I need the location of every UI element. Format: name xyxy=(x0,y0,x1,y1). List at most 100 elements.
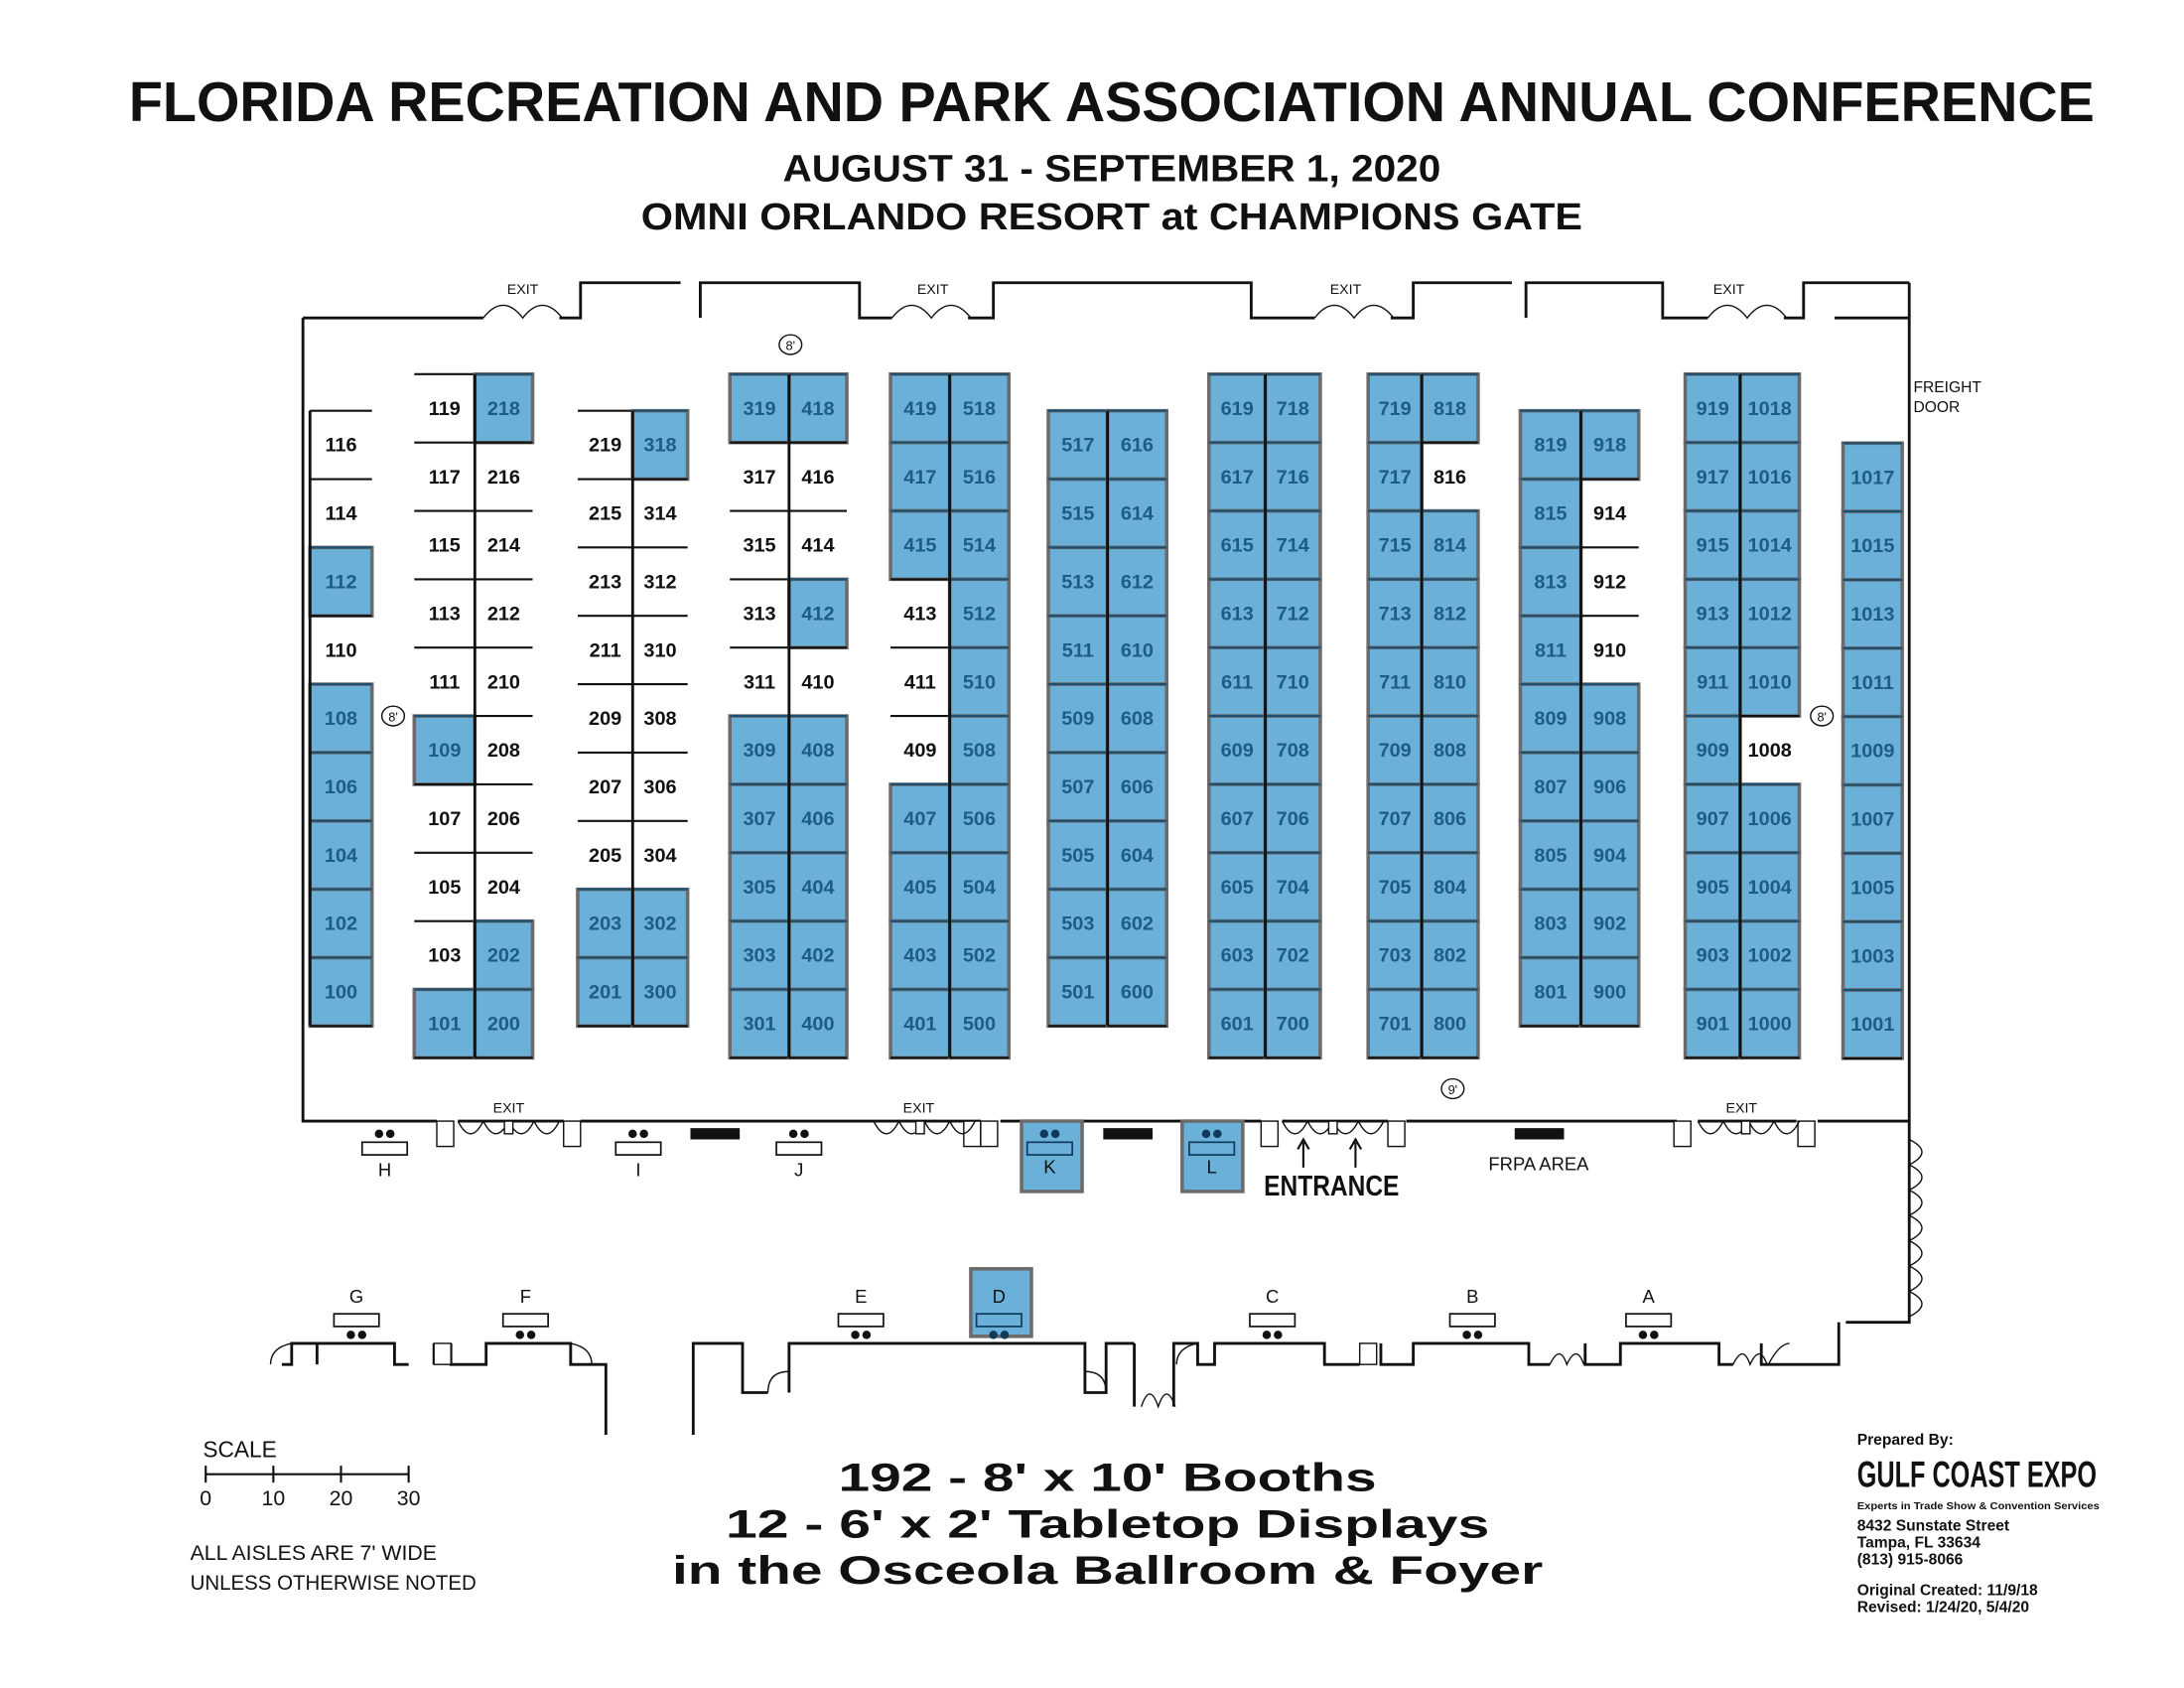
booth-914[interactable]: 914 xyxy=(1580,478,1639,525)
booth-707[interactable]: 707 xyxy=(1366,782,1424,855)
booth-216[interactable]: 216 xyxy=(475,441,533,489)
booth-907[interactable]: 907 xyxy=(1683,782,1742,855)
booth-807[interactable]: 807 xyxy=(1518,751,1583,823)
booth-100[interactable]: 100 xyxy=(308,955,374,1029)
booth-1002[interactable]: 1002 xyxy=(1738,918,1802,992)
booth-105[interactable]: 105 xyxy=(414,851,476,899)
booth-904[interactable]: 904 xyxy=(1578,818,1641,892)
booth-706[interactable]: 706 xyxy=(1263,782,1322,855)
booth-504[interactable]: 504 xyxy=(947,851,1012,923)
booth-908[interactable]: 908 xyxy=(1578,682,1641,755)
tabletop-F[interactable]: F xyxy=(501,1286,549,1339)
booth-318[interactable]: 318 xyxy=(630,408,690,482)
booth-206[interactable]: 206 xyxy=(475,782,533,830)
booth-1004[interactable]: 1004 xyxy=(1738,851,1802,923)
booth-700[interactable]: 700 xyxy=(1263,987,1322,1060)
booth-416[interactable]: 416 xyxy=(788,441,848,489)
booth-503[interactable]: 503 xyxy=(1046,887,1110,960)
booth-606[interactable]: 606 xyxy=(1105,751,1168,823)
tabletop-L[interactable]: L xyxy=(1180,1119,1245,1194)
booth-905[interactable]: 905 xyxy=(1683,851,1742,923)
booth-106[interactable]: 106 xyxy=(308,751,374,823)
booth-701[interactable]: 701 xyxy=(1366,987,1424,1060)
booth-404[interactable]: 404 xyxy=(787,851,849,923)
tabletop-E[interactable]: E xyxy=(837,1286,885,1339)
booth-709[interactable]: 709 xyxy=(1366,714,1424,786)
tabletop-J[interactable]: J xyxy=(775,1129,823,1181)
booth-811[interactable]: 811 xyxy=(1518,614,1583,686)
booth-702[interactable]: 702 xyxy=(1263,918,1322,992)
booth-409[interactable]: 409 xyxy=(890,715,950,762)
booth-717[interactable]: 717 xyxy=(1366,440,1424,513)
booth-612[interactable]: 612 xyxy=(1105,545,1168,618)
booth-311[interactable]: 311 xyxy=(730,646,789,693)
booth-510[interactable]: 510 xyxy=(947,645,1012,718)
booth-405[interactable]: 405 xyxy=(888,851,952,923)
booth-411[interactable]: 411 xyxy=(890,646,950,693)
tabletop-C[interactable]: C xyxy=(1249,1286,1297,1339)
booth-115[interactable]: 115 xyxy=(414,509,476,557)
booth-103[interactable]: 103 xyxy=(414,919,476,967)
booth-603[interactable]: 603 xyxy=(1207,918,1268,992)
booth-515[interactable]: 515 xyxy=(1046,477,1110,550)
booth-317[interactable]: 317 xyxy=(730,441,789,489)
booth-518[interactable]: 518 xyxy=(947,372,1012,445)
booth-1012[interactable]: 1012 xyxy=(1738,577,1802,650)
booth-1005[interactable]: 1005 xyxy=(1841,851,1904,923)
booth-207[interactable]: 207 xyxy=(577,751,633,798)
booth-615[interactable]: 615 xyxy=(1207,508,1268,582)
booth-917[interactable]: 917 xyxy=(1683,440,1742,513)
booth-906[interactable]: 906 xyxy=(1578,751,1641,823)
booth-611[interactable]: 611 xyxy=(1207,645,1268,718)
booth-505[interactable]: 505 xyxy=(1046,818,1110,892)
booth-303[interactable]: 303 xyxy=(728,918,791,992)
booth-213[interactable]: 213 xyxy=(577,546,633,593)
booth-104[interactable]: 104 xyxy=(308,818,374,892)
booth-819[interactable]: 819 xyxy=(1518,408,1583,482)
booth-613[interactable]: 613 xyxy=(1207,577,1268,650)
booth-806[interactable]: 806 xyxy=(1420,782,1480,855)
booth-210[interactable]: 210 xyxy=(475,646,533,693)
booth-801[interactable]: 801 xyxy=(1518,955,1583,1029)
booth-113[interactable]: 113 xyxy=(414,578,476,625)
booth-300[interactable]: 300 xyxy=(630,955,690,1029)
booth-211[interactable]: 211 xyxy=(577,615,633,661)
booth-619[interactable]: 619 xyxy=(1207,372,1268,445)
booth-818[interactable]: 818 xyxy=(1420,372,1480,445)
booth-511[interactable]: 511 xyxy=(1046,614,1110,686)
booth-215[interactable]: 215 xyxy=(577,478,633,525)
booth-514[interactable]: 514 xyxy=(947,508,1012,582)
booth-804[interactable]: 804 xyxy=(1420,851,1480,923)
booth-901[interactable]: 901 xyxy=(1683,987,1742,1060)
booth-1006[interactable]: 1006 xyxy=(1738,782,1802,855)
booth-910[interactable]: 910 xyxy=(1580,615,1639,661)
booth-101[interactable]: 101 xyxy=(412,987,478,1060)
booth-704[interactable]: 704 xyxy=(1263,851,1322,923)
booth-107[interactable]: 107 xyxy=(414,782,476,830)
tabletop-H[interactable]: H xyxy=(360,1129,409,1181)
booth-313[interactable]: 313 xyxy=(730,578,789,625)
booth-600[interactable]: 600 xyxy=(1105,955,1168,1029)
booth-715[interactable]: 715 xyxy=(1366,508,1424,582)
booth-1013[interactable]: 1013 xyxy=(1841,578,1904,650)
booth-705[interactable]: 705 xyxy=(1366,851,1424,923)
booth-312[interactable]: 312 xyxy=(632,546,688,593)
booth-406[interactable]: 406 xyxy=(787,782,849,855)
booth-407[interactable]: 407 xyxy=(888,782,952,855)
booth-608[interactable]: 608 xyxy=(1105,682,1168,755)
booth-114[interactable]: 114 xyxy=(310,478,372,525)
booth-703[interactable]: 703 xyxy=(1366,918,1424,992)
booth-506[interactable]: 506 xyxy=(947,782,1012,855)
booth-808[interactable]: 808 xyxy=(1420,714,1480,786)
booth-902[interactable]: 902 xyxy=(1578,887,1641,960)
booth-111[interactable]: 111 xyxy=(414,646,476,693)
booth-119[interactable]: 119 xyxy=(414,372,476,420)
booth-400[interactable]: 400 xyxy=(787,987,849,1060)
booth-601[interactable]: 601 xyxy=(1207,987,1268,1060)
booth-919[interactable]: 919 xyxy=(1683,372,1742,445)
booth-1015[interactable]: 1015 xyxy=(1841,509,1904,582)
booth-911[interactable]: 911 xyxy=(1683,645,1742,718)
booth-209[interactable]: 209 xyxy=(577,683,633,730)
booth-918[interactable]: 918 xyxy=(1578,408,1641,482)
booth-1016[interactable]: 1016 xyxy=(1738,440,1802,513)
